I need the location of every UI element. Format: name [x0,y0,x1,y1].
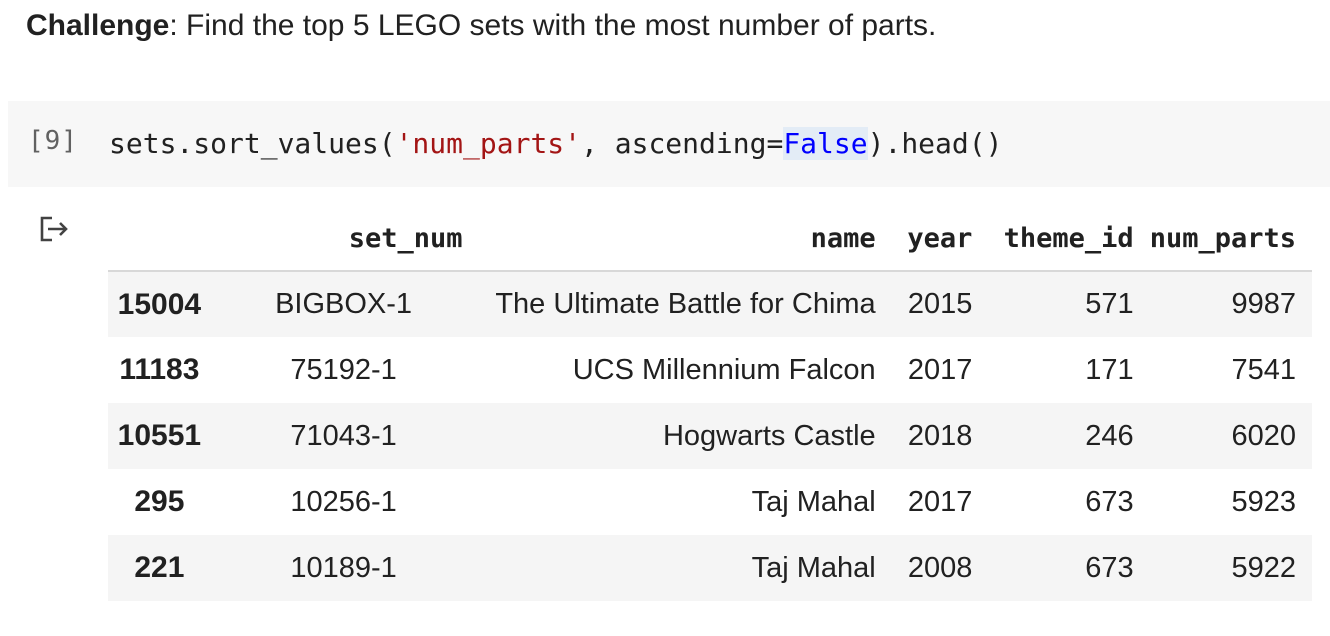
code-token: ).head() [867,127,1003,160]
column-header: num_parts [1149,206,1312,272]
row-index: 221 [134,551,185,584]
cell-set-num: 10256-1 [290,485,397,518]
cell-set-num: 71043-1 [290,419,397,452]
cell-year: 2017 [907,353,973,386]
column-header: name [476,206,892,272]
code-keyword-token: False [783,127,868,160]
cell-num-parts: 5923 [1231,485,1296,518]
cell-name: UCS Millennium Falcon [572,353,876,386]
code-editor[interactable]: sets.sort_values('num_parts', ascending=… [109,124,1002,164]
row-index: 10551 [117,419,202,452]
cell-theme-id: 673 [1085,485,1134,518]
output-arrow-icon[interactable] [38,214,72,244]
column-header: set_num [210,206,477,272]
cell-theme-id: 171 [1085,353,1134,386]
cell-year: 2008 [907,551,973,584]
table-header-row: set_num name year theme_id num_parts [108,206,1312,272]
challenge-label: Challenge [26,9,170,42]
code-string-token: 'num_parts' [395,127,582,160]
cell-name: Taj Mahal [751,485,876,518]
cell-theme-id: 571 [1085,288,1134,320]
cell-num-parts: 9987 [1231,288,1296,320]
code-cell[interactable]: [9] sets.sort_values('num_parts', ascend… [8,101,1330,187]
cell-num-parts: 7541 [1231,353,1296,386]
column-header: theme_id [988,206,1150,272]
cell-name: The Ultimate Battle for Chima [495,288,876,320]
row-index: 295 [134,485,185,518]
challenge-text: : Find the top 5 LEGO sets with the most… [169,9,937,42]
code-token: , ascending= [581,127,784,160]
index-header [108,206,211,272]
cell-set-num: 10189-1 [290,551,397,584]
column-header: year [891,206,989,272]
dataframe-output: set_num name year theme_id num_parts 150… [108,206,1312,601]
cell-theme-id: 246 [1085,419,1134,452]
cell-year: 2018 [907,419,973,452]
cell-year: 2015 [907,288,973,320]
table-row: 295 10256-1 Taj Mahal 2017 673 5923 [108,469,1312,535]
row-index: 11183 [119,353,200,386]
table-row: 221 10189-1 Taj Mahal 2008 673 5922 [108,535,1312,601]
table-row: 10551 71043-1 Hogwarts Castle 2018 246 6… [108,403,1312,469]
cell-theme-id: 673 [1085,551,1134,584]
table-row: 11183 75192-1 UCS Millennium Falcon 2017… [108,337,1312,403]
table-row: 15004 BIGBOX-1 The Ultimate Battle for C… [108,271,1312,337]
row-index: 15004 [117,287,202,321]
cell-year: 2017 [907,485,973,518]
cell-num-parts: 5922 [1231,551,1296,584]
execution-count: [9] [28,126,78,156]
markdown-cell: Challenge: Find the top 5 LEGO sets with… [26,4,936,48]
cell-set-num: BIGBOX-1 [275,288,413,320]
cell-name: Taj Mahal [751,551,876,584]
cell-set-num: 75192-1 [290,353,397,386]
code-token: sets.sort_values( [109,127,396,160]
cell-num-parts: 6020 [1231,419,1296,452]
cell-name: Hogwarts Castle [662,419,876,452]
